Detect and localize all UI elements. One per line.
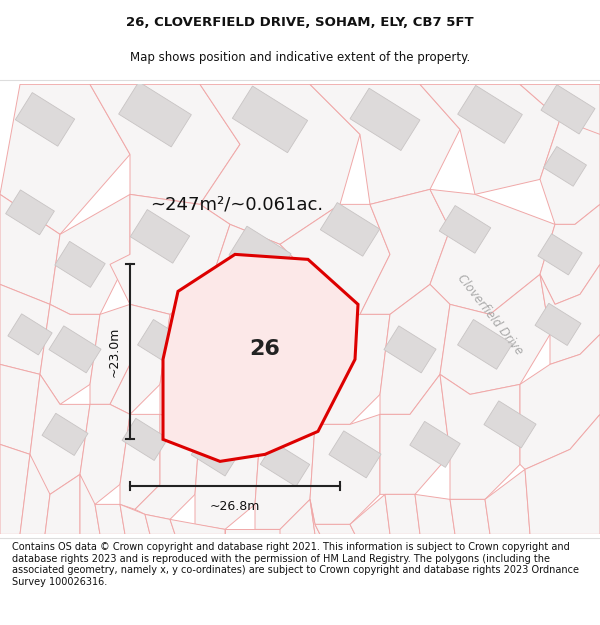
Polygon shape bbox=[120, 504, 150, 534]
Polygon shape bbox=[212, 334, 268, 385]
Polygon shape bbox=[16, 92, 74, 146]
Polygon shape bbox=[255, 324, 310, 434]
Text: ~23.0m: ~23.0m bbox=[107, 327, 121, 377]
Polygon shape bbox=[200, 84, 360, 244]
Polygon shape bbox=[255, 404, 315, 529]
Polygon shape bbox=[145, 514, 175, 534]
Text: 26: 26 bbox=[250, 339, 280, 359]
Polygon shape bbox=[520, 84, 600, 164]
Polygon shape bbox=[525, 414, 600, 534]
Polygon shape bbox=[485, 469, 530, 534]
Polygon shape bbox=[122, 418, 168, 461]
Polygon shape bbox=[0, 194, 60, 304]
Polygon shape bbox=[191, 432, 239, 476]
Text: ~247m²/~0.061ac.: ~247m²/~0.061ac. bbox=[150, 196, 323, 213]
Polygon shape bbox=[541, 85, 595, 134]
Polygon shape bbox=[420, 84, 560, 194]
Polygon shape bbox=[540, 264, 600, 364]
Polygon shape bbox=[20, 454, 50, 534]
Polygon shape bbox=[195, 424, 260, 529]
Text: ~26.8m: ~26.8m bbox=[210, 500, 260, 513]
Polygon shape bbox=[8, 314, 52, 355]
Polygon shape bbox=[450, 499, 490, 534]
Polygon shape bbox=[415, 494, 455, 534]
Polygon shape bbox=[80, 404, 130, 504]
Polygon shape bbox=[410, 421, 460, 468]
Polygon shape bbox=[110, 194, 230, 314]
Polygon shape bbox=[310, 414, 380, 524]
Polygon shape bbox=[458, 319, 512, 369]
Polygon shape bbox=[384, 326, 436, 373]
Text: Map shows position and indicative extent of the property.: Map shows position and indicative extent… bbox=[130, 51, 470, 64]
Polygon shape bbox=[287, 329, 343, 380]
Polygon shape bbox=[260, 442, 310, 486]
Polygon shape bbox=[440, 274, 550, 394]
Polygon shape bbox=[137, 319, 193, 369]
Polygon shape bbox=[135, 414, 200, 519]
Polygon shape bbox=[430, 189, 555, 314]
Polygon shape bbox=[380, 374, 450, 494]
Polygon shape bbox=[360, 189, 450, 314]
Text: 26, CLOVERFIELD DRIVE, SOHAM, ELY, CB7 5FT: 26, CLOVERFIELD DRIVE, SOHAM, ELY, CB7 5… bbox=[126, 16, 474, 29]
Polygon shape bbox=[30, 374, 90, 494]
Polygon shape bbox=[232, 86, 308, 152]
Polygon shape bbox=[300, 314, 390, 424]
Polygon shape bbox=[458, 86, 523, 143]
Polygon shape bbox=[180, 334, 260, 434]
Polygon shape bbox=[315, 524, 355, 534]
Polygon shape bbox=[163, 254, 358, 461]
Polygon shape bbox=[280, 204, 390, 334]
Polygon shape bbox=[544, 146, 586, 186]
Polygon shape bbox=[538, 234, 582, 275]
Polygon shape bbox=[160, 314, 210, 424]
Polygon shape bbox=[540, 119, 600, 224]
Polygon shape bbox=[40, 304, 100, 404]
Polygon shape bbox=[55, 241, 105, 288]
Polygon shape bbox=[49, 326, 101, 373]
Polygon shape bbox=[42, 413, 88, 456]
Polygon shape bbox=[320, 202, 380, 256]
Polygon shape bbox=[110, 304, 170, 414]
Text: Cloverfield Drive: Cloverfield Drive bbox=[455, 272, 526, 357]
Polygon shape bbox=[210, 224, 300, 344]
Polygon shape bbox=[440, 374, 520, 499]
Polygon shape bbox=[130, 209, 190, 263]
Polygon shape bbox=[225, 529, 280, 534]
Polygon shape bbox=[350, 494, 390, 534]
Polygon shape bbox=[0, 84, 130, 234]
Polygon shape bbox=[120, 414, 160, 509]
Polygon shape bbox=[540, 204, 600, 304]
Polygon shape bbox=[95, 504, 125, 534]
Polygon shape bbox=[310, 499, 320, 534]
Polygon shape bbox=[90, 84, 240, 204]
Polygon shape bbox=[280, 499, 315, 534]
Polygon shape bbox=[119, 82, 191, 147]
Polygon shape bbox=[350, 88, 420, 151]
Polygon shape bbox=[5, 190, 55, 235]
Polygon shape bbox=[310, 84, 460, 204]
Polygon shape bbox=[229, 226, 291, 282]
Polygon shape bbox=[0, 444, 30, 534]
Polygon shape bbox=[0, 284, 50, 374]
Polygon shape bbox=[535, 303, 581, 346]
Polygon shape bbox=[385, 494, 420, 534]
Polygon shape bbox=[380, 284, 450, 414]
Polygon shape bbox=[484, 401, 536, 448]
Polygon shape bbox=[80, 474, 100, 534]
Polygon shape bbox=[170, 519, 225, 534]
Polygon shape bbox=[45, 474, 80, 534]
Polygon shape bbox=[520, 334, 600, 469]
Polygon shape bbox=[50, 194, 130, 314]
Polygon shape bbox=[439, 206, 491, 253]
Polygon shape bbox=[90, 304, 130, 404]
Polygon shape bbox=[329, 431, 381, 478]
Polygon shape bbox=[0, 364, 40, 454]
Text: Contains OS data © Crown copyright and database right 2021. This information is : Contains OS data © Crown copyright and d… bbox=[12, 542, 579, 587]
